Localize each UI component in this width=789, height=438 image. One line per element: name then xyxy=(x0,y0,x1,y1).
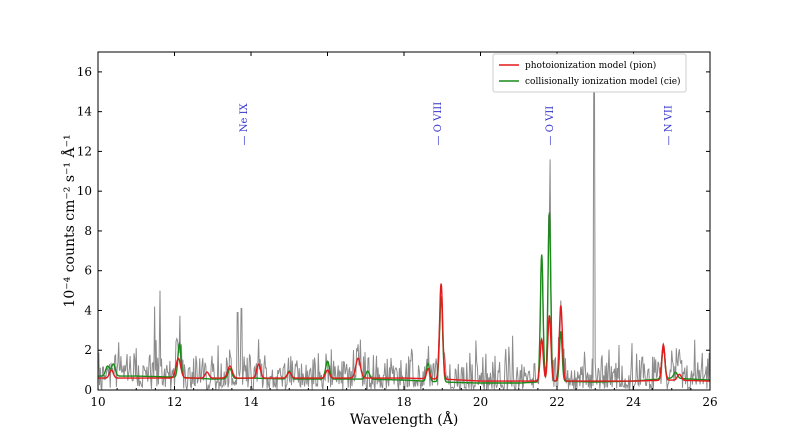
line-annotation: — O VII xyxy=(545,106,556,146)
plot-frame xyxy=(97,51,711,391)
line-annotation: — Ne IX xyxy=(239,102,250,145)
pion-model-line xyxy=(98,283,710,382)
legend-label-pion: photoionization model (pion) xyxy=(525,60,656,71)
annotation-layer: — Ne IX — O VIII — O VII — N VII xyxy=(239,102,675,146)
y-tick-label: 2 xyxy=(84,343,92,357)
x-tick-label: 12 xyxy=(167,395,182,409)
legend-label-cie: collisionally ionization model (cie) xyxy=(525,76,681,87)
x-tick-label: 24 xyxy=(626,395,642,409)
line-annotation: — N VII xyxy=(664,105,675,145)
y-tick-label: 14 xyxy=(77,105,93,119)
x-tick-label: 16 xyxy=(320,395,335,409)
x-tick-label: 26 xyxy=(702,395,717,409)
x-tick-label: 22 xyxy=(549,395,564,409)
model-layer xyxy=(98,212,710,384)
y-tick-label: 4 xyxy=(84,303,92,317)
y-tick-label: 8 xyxy=(84,224,92,238)
y-axis-label: 10⁻⁴ counts cm⁻² s⁻¹ Å⁻¹ xyxy=(60,134,78,307)
x-tick-label: 20 xyxy=(473,395,488,409)
x-axis-label: Wavelength (Å) xyxy=(350,410,459,428)
y-tick-label: 0 xyxy=(84,383,92,397)
line-annotation: — O VIII xyxy=(433,102,444,146)
x-tick-label: 10 xyxy=(90,395,105,409)
y-tick-label: 16 xyxy=(77,65,92,79)
x-tick-label: 18 xyxy=(396,395,411,409)
cie-model-line xyxy=(98,212,710,384)
x-tick-label: 14 xyxy=(243,395,259,409)
observed-spectrum xyxy=(98,87,710,390)
legend: photoionization model (pion) collisional… xyxy=(492,53,687,93)
y-tick-label: 12 xyxy=(77,144,92,158)
y-tick-label: 10 xyxy=(77,184,92,198)
y-tick-label: 6 xyxy=(84,264,92,278)
data-layer xyxy=(98,87,710,390)
legend-box xyxy=(492,53,687,93)
